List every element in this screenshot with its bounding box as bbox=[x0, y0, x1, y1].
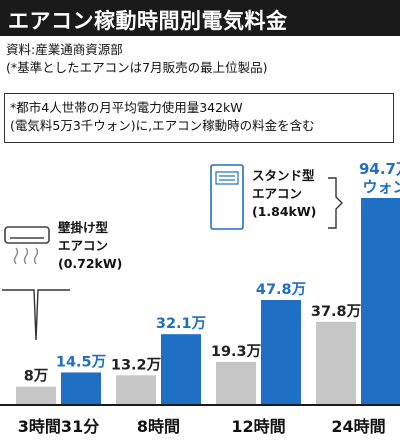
note-box: *都市4人世帯の月平均電力使用量342kW (電気料5万3千ウォン)に,エアコン… bbox=[4, 93, 394, 143]
data-label-wall-2: 19.3万 bbox=[211, 343, 261, 360]
wall-ac-pointer bbox=[2, 289, 70, 341]
data-label-stand-1: 32.1万 bbox=[156, 315, 206, 332]
bar-wall-1 bbox=[116, 375, 156, 404]
stand-ac-label-line-3: (1.84kW) bbox=[252, 204, 317, 219]
stand-ac-icon bbox=[210, 164, 244, 230]
wall-ac-label-line-3: (0.72kW) bbox=[58, 256, 123, 271]
bar-stand-2 bbox=[261, 300, 301, 404]
note-line-2: (電気料5万3千ウォン)に,エアコン稼動時の料金を含む bbox=[10, 118, 315, 133]
data-label-stand-3: 94.7万ウォン bbox=[359, 160, 400, 196]
bar-wall-3 bbox=[316, 321, 356, 404]
data-label-wall-0: 8万 bbox=[24, 368, 49, 385]
data-label-stand-2: 47.8万 bbox=[256, 281, 306, 298]
x-tick-label-0: 3時間31分 bbox=[18, 417, 99, 436]
source-block: 資料:産業通商資源部 (*基準としたエアコンは7月販売の最上位製品) bbox=[6, 41, 267, 77]
data-label-stand-0: 14.5万 bbox=[56, 353, 106, 370]
data-label-wall-3: 37.8万 bbox=[311, 303, 361, 320]
source-line-1: 資料:産業通商資源部 bbox=[6, 42, 123, 57]
source-line-2: (*基準としたエアコンは7月販売の最上位製品) bbox=[6, 60, 268, 75]
wall-ac-label-line-2: エアコン bbox=[58, 238, 109, 253]
stand-ac-label-line-2: エアコン bbox=[252, 186, 303, 201]
bar-stand-1 bbox=[161, 334, 201, 404]
x-tick-label-1: 8時間 bbox=[137, 417, 180, 436]
wall-ac-icon bbox=[4, 226, 50, 264]
data-label-wall-1: 13.2万 bbox=[111, 356, 161, 373]
wall-ac-label-line-1: 壁掛け型 bbox=[58, 220, 109, 235]
bar-wall-0 bbox=[16, 386, 56, 404]
x-tick-label-3: 24時間 bbox=[331, 417, 385, 436]
bar-wall-2 bbox=[216, 362, 256, 404]
bar-stand-3 bbox=[361, 198, 400, 404]
bar-stand-0 bbox=[61, 372, 101, 404]
stand-ac-label: スタンド型 エアコン (1.84kW) bbox=[252, 167, 316, 221]
x-tick-label-2: 12時間 bbox=[231, 417, 285, 436]
page-title: エアコン稼動時間別電気料金 bbox=[8, 9, 288, 33]
note-line-1: *都市4人世帯の月平均電力使用量342kW bbox=[10, 100, 243, 115]
stand-ac-bracket bbox=[328, 177, 343, 229]
stand-ac-label-line-1: スタンド型 bbox=[252, 168, 315, 183]
wall-ac-label: 壁掛け型 エアコン (0.72kW) bbox=[58, 219, 122, 273]
title-bar: エアコン稼動時間別電気料金 bbox=[0, 0, 400, 36]
